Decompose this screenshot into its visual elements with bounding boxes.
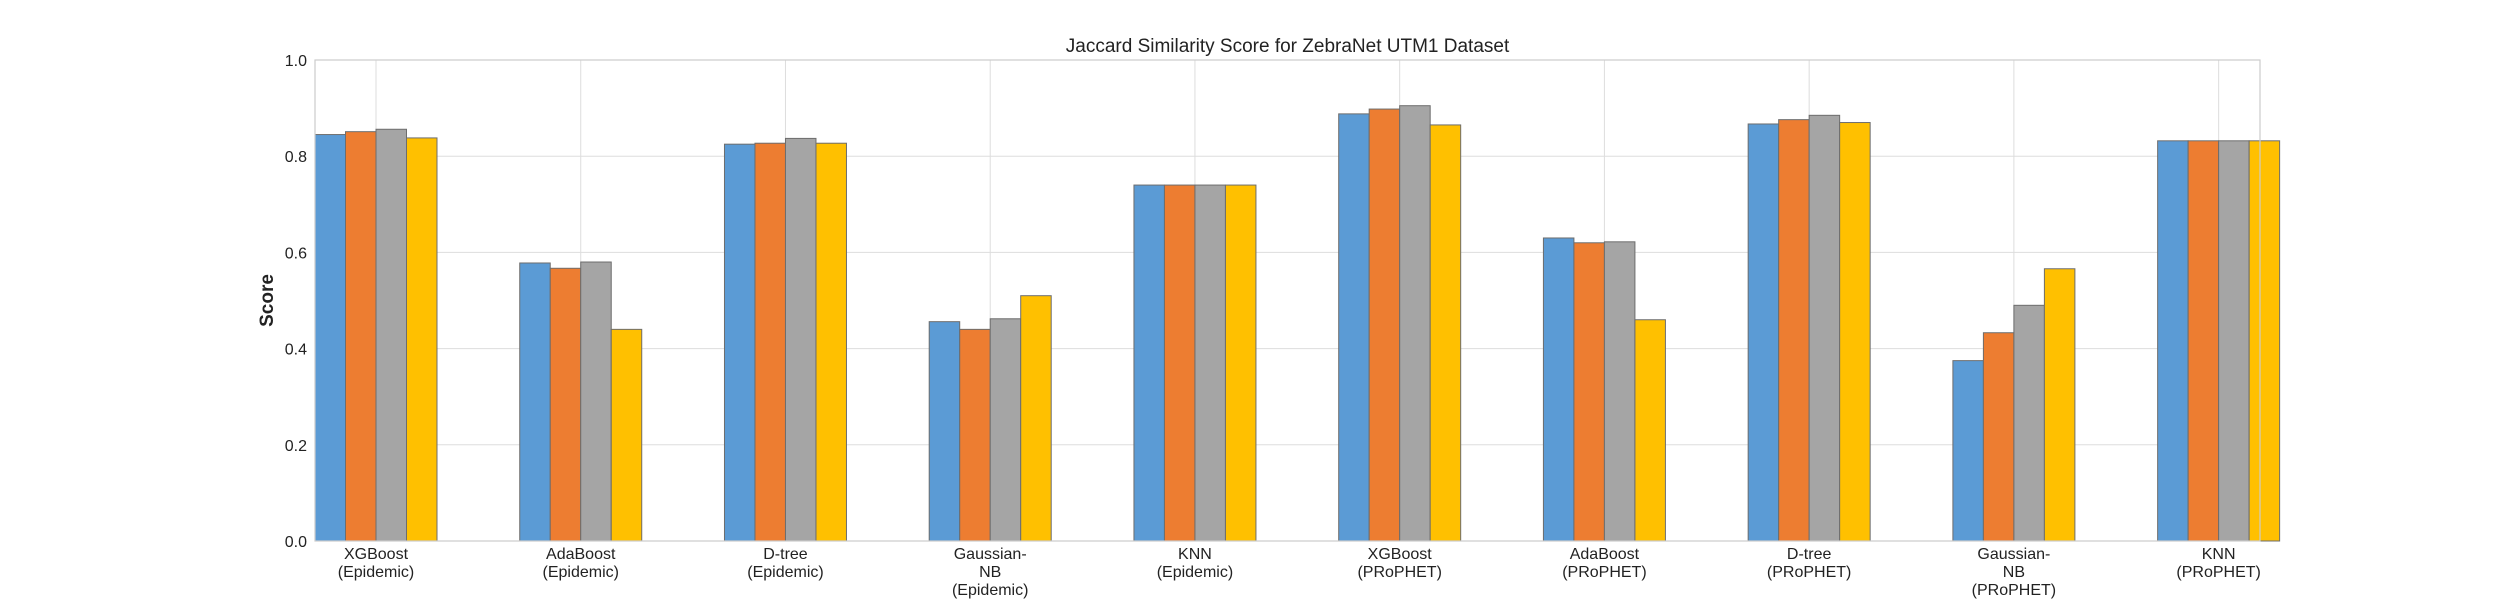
- bar-series-4-cat-7: [1634, 319, 1666, 542]
- bar-series-1-cat-9: [1952, 360, 1984, 542]
- bar-series-4-cat-6: [1429, 124, 1462, 542]
- plot-frame: [314, 59, 2261, 542]
- bar-series-2-cat-9: [1982, 332, 2015, 542]
- bar-series-3-cat-5: [1194, 184, 1226, 542]
- x-tick-label-line: AdaBoost: [546, 546, 616, 563]
- bar-series-1-cat-5: [1133, 184, 1165, 542]
- x-tick-label-line: (PRoPHET): [2176, 564, 2260, 581]
- bar-series-2-cat-10: [2187, 140, 2220, 542]
- bar-series-4-cat-5: [1224, 184, 1257, 542]
- x-tick-label: Gaussian-NB (Epidemic): [952, 546, 1028, 599]
- bar-series-1-cat-3: [723, 143, 756, 542]
- x-tick-label-line: (PRoPHET): [1357, 564, 1441, 581]
- bar-series-4-cat-8: [1839, 122, 1871, 542]
- bar-series-1-cat-8: [1747, 123, 1780, 542]
- x-tick-label-line: Gaussian-: [954, 546, 1027, 563]
- x-tick-label: XGBoost (Epidemic): [338, 546, 414, 581]
- bar-series-4-cat-2: [610, 328, 643, 542]
- y-tick-labels: 0.0 0.2 0.4 0.6 0.8 1.0: [285, 53, 307, 551]
- bar-series-1-cat-1: [314, 134, 346, 542]
- bar-series-3-cat-8: [1808, 114, 1841, 542]
- x-tick-label-line: KNN: [1178, 546, 1212, 563]
- x-tick-label: AdaBoost (PRoPHET): [1562, 546, 1646, 581]
- x-tick-label: D-tree (Epidemic): [747, 546, 823, 581]
- y-tick-label: 0.6: [285, 245, 307, 262]
- bar-series-2-cat-2: [549, 267, 582, 542]
- bar-layer: [314, 105, 2281, 542]
- x-tick-label-line: (Epidemic): [747, 564, 823, 581]
- x-tick-label-line: XGBoost: [344, 546, 409, 563]
- bar-series-3-cat-7: [1603, 241, 1636, 542]
- x-tick-label-line: (PRoPHET): [1972, 582, 2056, 599]
- y-tick-label: 1.0: [285, 53, 307, 70]
- y-tick-label: 0.0: [285, 534, 307, 551]
- x-tick-label: Gaussian-NB (PRoPHET): [1972, 546, 2056, 599]
- x-tick-label-line: D-tree: [763, 546, 808, 563]
- x-tick-label-line: NB: [2003, 564, 2025, 581]
- bar-series-3-cat-6: [1399, 105, 1431, 542]
- bar-series-2-cat-5: [1163, 184, 1196, 542]
- x-tick-label-line: NB: [979, 564, 1001, 581]
- bar-series-4-cat-1: [406, 137, 438, 542]
- x-tick-label-line: (Epidemic): [952, 582, 1028, 599]
- bar-series-2-cat-7: [1573, 242, 1605, 542]
- x-tick-label: KNN (Epidemic): [1157, 546, 1233, 581]
- bar-series-1-cat-2: [519, 262, 551, 542]
- bar-series-4-cat-3: [815, 142, 847, 542]
- bar-series-2-cat-4: [959, 328, 991, 542]
- y-tick-label: 0.2: [285, 438, 307, 455]
- x-tick-labels: XGBoost (Epidemic)AdaBoost (Epidemic)D-tre…: [338, 546, 2261, 599]
- x-tick-label: D-tree (PRoPHET): [1767, 546, 1851, 581]
- bar-series-3-cat-9: [2013, 304, 2045, 542]
- x-tick-label: AdaBoost (Epidemic): [543, 546, 619, 581]
- x-tick-label-line: D-tree: [1787, 546, 1832, 563]
- bar-series-4-cat-4: [1020, 295, 1052, 542]
- bar-series-3-cat-2: [580, 261, 612, 542]
- bar-series-4-cat-9: [2043, 268, 2076, 542]
- bar-series-3-cat-3: [784, 137, 817, 542]
- bar-series-3-cat-1: [375, 128, 407, 542]
- x-tick-label-line: AdaBoost: [1570, 546, 1640, 563]
- bar-series-2-cat-1: [345, 131, 377, 542]
- bar-series-1-cat-10: [2157, 140, 2189, 542]
- bar-series-2-cat-8: [1778, 119, 1810, 542]
- x-tick-label-line: (PRoPHET): [1562, 564, 1646, 581]
- bar-series-2-cat-3: [754, 142, 786, 542]
- bar-series-4-cat-10: [2248, 140, 2281, 542]
- x-tick-label: XGBoost (PRoPHET): [1357, 546, 1441, 581]
- y-tick-label: 0.4: [285, 342, 307, 359]
- bar-series-3-cat-4: [989, 318, 1022, 542]
- bar-series-1-cat-4: [928, 321, 961, 542]
- y-tick-label: 0.8: [285, 149, 307, 166]
- y-axis-label: Score: [257, 274, 278, 327]
- bar-series-3-cat-10: [2218, 140, 2250, 542]
- x-tick-label-line: (Epidemic): [338, 564, 414, 581]
- bar-series-2-cat-6: [1368, 108, 1401, 542]
- chart-title: Jaccard Similarity Score for ZebraNet UT…: [1066, 36, 1510, 57]
- x-tick-label-line: Gaussian-: [1977, 546, 2050, 563]
- x-tick-label-line: (Epidemic): [1157, 564, 1233, 581]
- x-tick-label-line: (Epidemic): [543, 564, 619, 581]
- x-tick-label-line: (PRoPHET): [1767, 564, 1851, 581]
- bar-series-1-cat-6: [1338, 113, 1370, 542]
- bar-series-1-cat-7: [1542, 237, 1575, 542]
- x-tick-label: KNN (PRoPHET): [2176, 546, 2260, 581]
- x-tick-label-line: XGBoost: [1368, 546, 1433, 563]
- x-tick-label-line: KNN: [2202, 546, 2236, 563]
